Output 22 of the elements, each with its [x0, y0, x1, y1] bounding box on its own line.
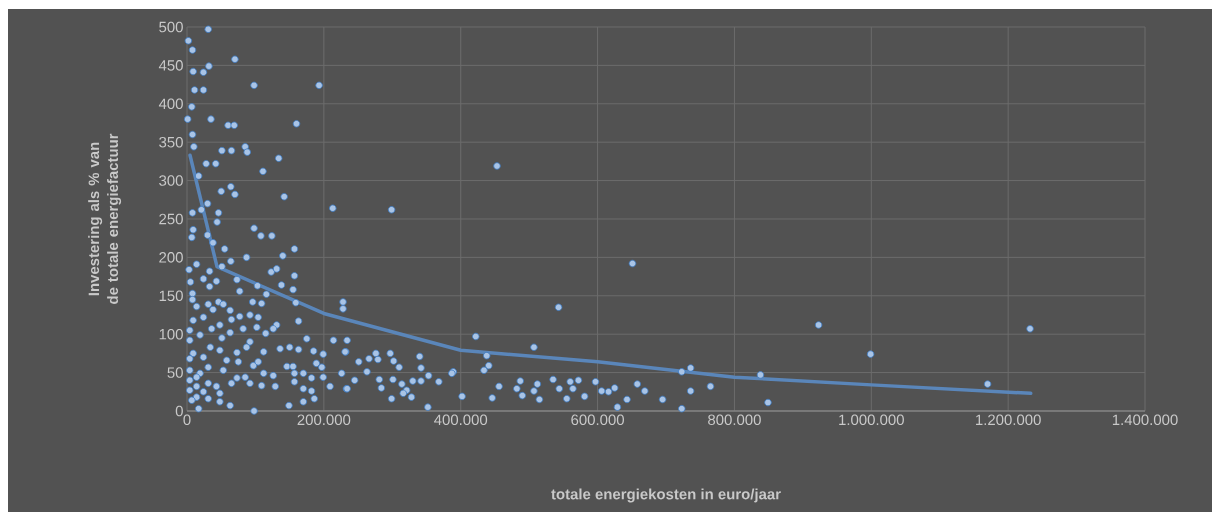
y-tick-label: 0 [175, 405, 183, 417]
x-tick-label: 0 [183, 414, 191, 426]
x-tick-label: 400.000 [434, 414, 488, 426]
y-tick-label: 250 [159, 213, 183, 225]
y-tick-label: 450 [158, 60, 183, 71]
x-tick-label: 1.400.000 [1112, 414, 1178, 426]
x-tick-label: 800.000 [708, 414, 761, 426]
x-tick-label: 1.000.000 [839, 414, 904, 426]
y-axis-title: Investering als % van de totale energiefactuur [88, 133, 122, 304]
y-tick-label: 50 [167, 367, 183, 378]
y-tick-label: 200 [159, 252, 183, 263]
x-tick-label: 600.000 [571, 414, 624, 426]
y-tick-label: 500 [159, 21, 183, 33]
y-tick-label: 300 [159, 175, 183, 186]
y-tick-label: 400 [158, 98, 183, 110]
x-tick-label: 1.200.000 [976, 414, 1041, 426]
x-axis-title: totale energiekosten in euro/jaar [551, 488, 781, 503]
y-tick-label: 150 [159, 290, 183, 302]
line-series [188, 153, 1033, 396]
y-tick-label: 100 [159, 328, 183, 340]
x-tick-label: 200.000 [297, 414, 351, 426]
y-tick-label: 350 [159, 136, 183, 148]
